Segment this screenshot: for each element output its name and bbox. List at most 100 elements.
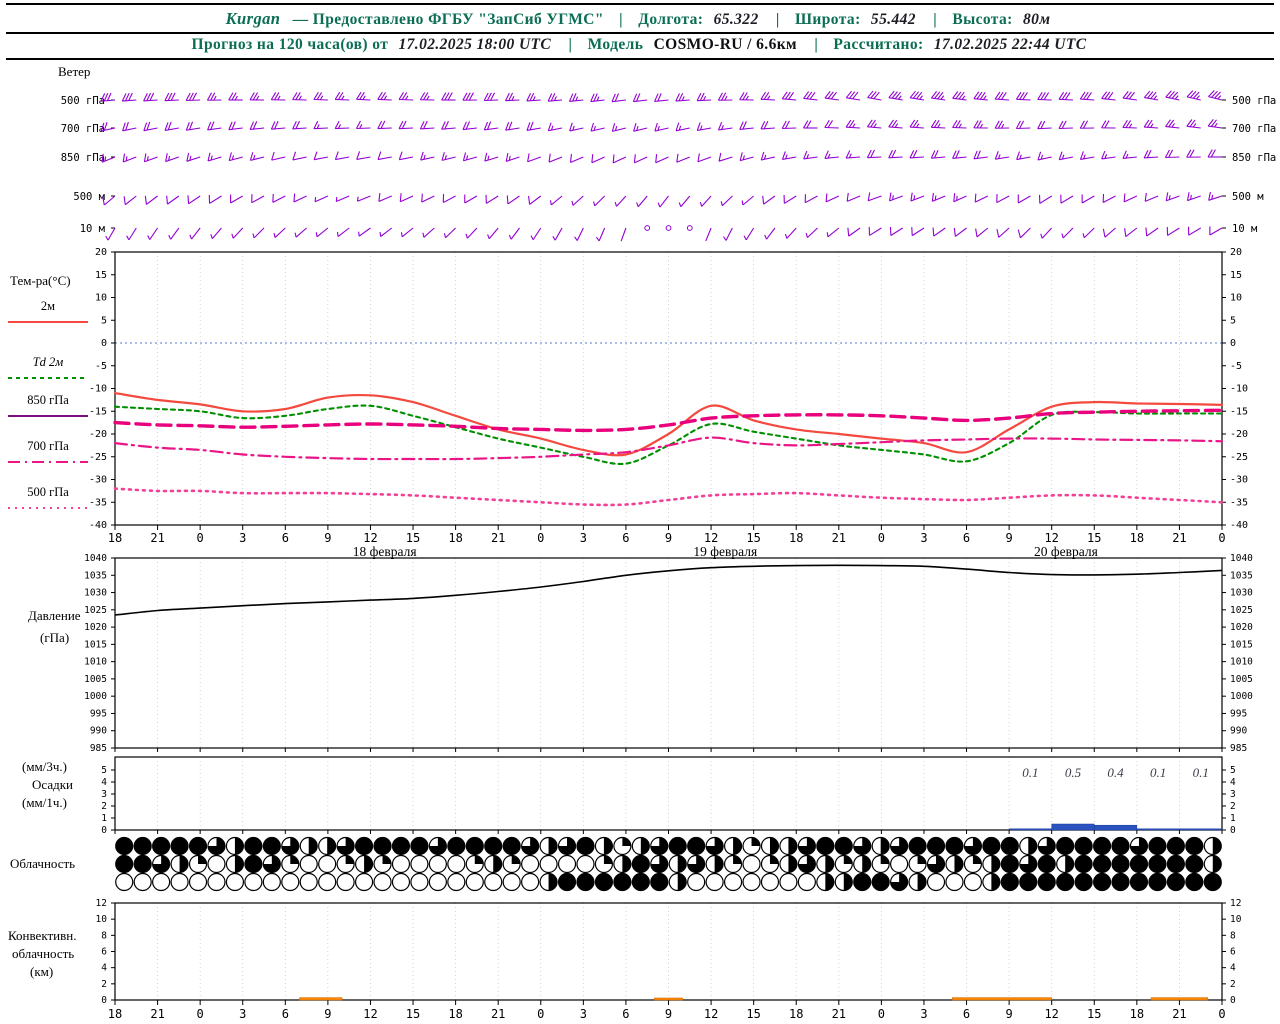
svg-text:10 м: 10 м xyxy=(80,223,106,235)
svg-text:9: 9 xyxy=(324,1007,331,1021)
svg-text:700 гПа: 700 гПа xyxy=(1232,123,1276,135)
svg-text:-20: -20 xyxy=(1230,429,1248,440)
pressure-panel-title: Давление xyxy=(28,608,81,623)
svg-text:-25: -25 xyxy=(1230,452,1248,463)
svg-text:6: 6 xyxy=(1230,947,1236,958)
svg-text:12: 12 xyxy=(704,1007,718,1021)
svg-text:6: 6 xyxy=(963,531,970,545)
svg-text:18: 18 xyxy=(108,1007,122,1021)
svg-text:3: 3 xyxy=(920,531,927,545)
svg-text:20: 20 xyxy=(1230,247,1242,258)
svg-text:5: 5 xyxy=(101,315,107,326)
svg-text:20: 20 xyxy=(95,247,107,258)
station-name: Kurgan xyxy=(225,9,281,28)
svg-text:3: 3 xyxy=(1230,789,1236,800)
svg-text:2: 2 xyxy=(101,801,107,812)
svg-text:-10: -10 xyxy=(1230,384,1248,395)
svg-text:18: 18 xyxy=(789,1007,803,1021)
altitude-label: Высота: xyxy=(952,11,1013,28)
svg-text:5: 5 xyxy=(101,765,107,776)
svg-text:6: 6 xyxy=(282,531,289,545)
svg-text:8: 8 xyxy=(1230,930,1236,941)
svg-text:0.1: 0.1 xyxy=(1022,765,1038,780)
svg-text:1040: 1040 xyxy=(84,553,107,564)
svg-text:4: 4 xyxy=(1230,963,1236,974)
latitude-label: Широта: xyxy=(795,11,861,28)
svg-text:10: 10 xyxy=(95,293,107,304)
pressure-panel-unit: (гПа) xyxy=(40,630,70,645)
svg-text:0: 0 xyxy=(537,1007,544,1021)
svg-text:6: 6 xyxy=(622,1007,629,1021)
svg-text:12: 12 xyxy=(363,1007,377,1021)
forecast-label: Прогноз на 120 часа(ов) от xyxy=(191,36,389,53)
svg-text:0: 0 xyxy=(537,531,544,545)
calc-time: 17.02.2025 22:44 UTC xyxy=(933,36,1087,53)
svg-text:5: 5 xyxy=(1230,765,1236,776)
grid xyxy=(114,252,1223,1000)
svg-text:18: 18 xyxy=(108,531,122,545)
svg-text:18: 18 xyxy=(448,1007,462,1021)
svg-text:0: 0 xyxy=(101,995,107,1006)
svg-text:500 гПа: 500 гПа xyxy=(27,485,69,499)
svg-text:3: 3 xyxy=(239,531,246,545)
svg-text:21: 21 xyxy=(491,531,505,545)
model-name: COSMO-RU / 6.6км xyxy=(653,36,798,53)
svg-text:990: 990 xyxy=(1230,726,1247,737)
svg-text:500 гПа: 500 гПа xyxy=(1232,95,1276,107)
svg-text:1000: 1000 xyxy=(1230,691,1253,702)
svg-text:18: 18 xyxy=(1130,1007,1144,1021)
svg-text:700 гПа: 700 гПа xyxy=(61,123,105,135)
svg-text:18: 18 xyxy=(789,531,803,545)
svg-text:Td 2м: Td 2м xyxy=(33,355,64,369)
separator: | xyxy=(568,36,573,53)
svg-text:1035: 1035 xyxy=(84,570,107,581)
svg-text:21: 21 xyxy=(150,1007,164,1021)
svg-text:18: 18 xyxy=(448,531,462,545)
precip-unit-3h: (мм/3ч.) xyxy=(22,759,68,774)
svg-text:12: 12 xyxy=(704,531,718,545)
svg-text:21: 21 xyxy=(832,531,846,545)
precip-unit-1h: (мм/1ч.) xyxy=(22,795,68,810)
svg-text:0: 0 xyxy=(1218,1007,1225,1021)
svg-text:6: 6 xyxy=(622,531,629,545)
longitude-label: Долгота: xyxy=(638,11,704,28)
svg-text:0: 0 xyxy=(1230,995,1236,1006)
svg-text:9: 9 xyxy=(665,531,672,545)
svg-text:4: 4 xyxy=(101,777,107,788)
svg-text:850 гПа: 850 гПа xyxy=(61,152,105,164)
svg-text:10: 10 xyxy=(1230,914,1242,925)
svg-text:0: 0 xyxy=(878,1007,885,1021)
convective-panel: 12 12 10 10 8 8 6 6 4 4 2 2 0 0 xyxy=(96,898,1242,1006)
svg-text:4: 4 xyxy=(101,963,107,974)
svg-text:-35: -35 xyxy=(89,497,107,508)
svg-text:990: 990 xyxy=(90,726,107,737)
header-line-1: Kurgan — Предоставлено ФГБУ "ЗапСиб УГМС… xyxy=(6,3,1274,34)
svg-text:-5: -5 xyxy=(95,361,107,372)
svg-text:985: 985 xyxy=(90,743,107,754)
svg-text:10: 10 xyxy=(1230,293,1242,304)
svg-text:-10: -10 xyxy=(89,384,107,395)
cloudiness-panel-title: Облачность xyxy=(10,856,76,871)
svg-text:0: 0 xyxy=(101,825,107,836)
precipitation-panel: 5 54 43 32 21 10 00.1 0.5 0.4 0.1 0.1 xyxy=(101,765,1236,836)
svg-text:0: 0 xyxy=(101,338,107,349)
svg-text:15: 15 xyxy=(746,1007,760,1021)
svg-text:0.4: 0.4 xyxy=(1107,765,1124,780)
svg-text:1020: 1020 xyxy=(84,622,107,633)
convective-unit: (км) xyxy=(30,964,54,979)
svg-text:-30: -30 xyxy=(1230,475,1248,486)
svg-text:15: 15 xyxy=(1230,270,1242,281)
svg-text:1025: 1025 xyxy=(1230,605,1253,616)
svg-text:2: 2 xyxy=(101,979,107,990)
separator: | xyxy=(775,11,780,28)
svg-text:1020: 1020 xyxy=(1230,622,1253,633)
svg-text:9: 9 xyxy=(1005,531,1012,545)
svg-text:850 гПа: 850 гПа xyxy=(27,393,69,407)
svg-text:1040: 1040 xyxy=(1230,553,1253,564)
svg-text:1030: 1030 xyxy=(1230,588,1253,599)
svg-text:6: 6 xyxy=(282,1007,289,1021)
svg-text:-25: -25 xyxy=(89,452,107,463)
svg-text:3: 3 xyxy=(920,1007,927,1021)
svg-text:1010: 1010 xyxy=(84,657,107,668)
